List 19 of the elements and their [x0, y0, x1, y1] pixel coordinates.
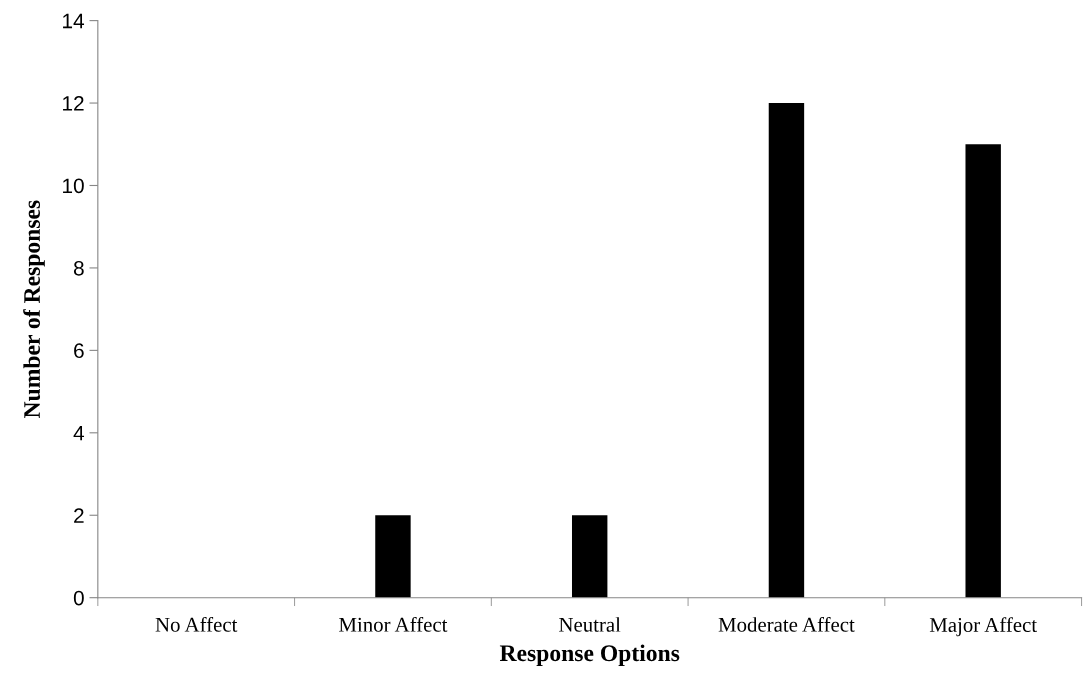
y-tick-label: 12	[63, 96, 84, 111]
y-tick-label: 4	[73, 426, 85, 441]
y-tick-label: 14	[63, 13, 85, 29]
y-tick-label: 0	[73, 590, 84, 606]
x-tick-label: Neutral	[559, 617, 621, 632]
y-tick-label: 8	[73, 260, 84, 276]
x-tick-label: No Affect	[155, 616, 238, 632]
x-tick-label: Minor Affect	[339, 616, 448, 632]
x-tick-label: Moderate Affect	[718, 616, 855, 632]
y-axis-title: Number of Responses	[23, 200, 45, 419]
bar	[375, 515, 411, 598]
y-tick-label: 2	[74, 508, 84, 523]
bar	[571, 515, 608, 598]
y-tick-label: 6	[74, 343, 84, 359]
y-tick-label: 10	[63, 178, 84, 194]
x-axis-title: Response Options	[499, 644, 680, 666]
bar	[965, 144, 1001, 598]
bar	[768, 103, 805, 598]
x-tick-label: Major Affect	[929, 617, 1037, 637]
